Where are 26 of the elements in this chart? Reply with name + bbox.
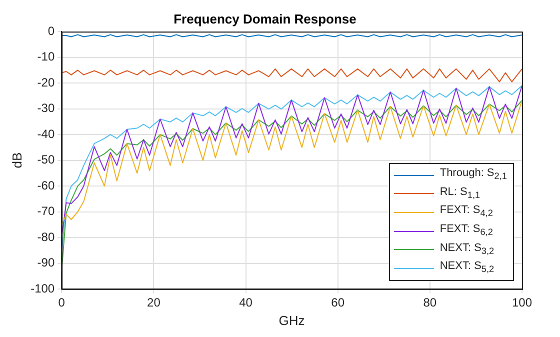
legend-label: FEXT: S$_{4,2}$ <box>440 203 493 220</box>
y-tick-label: -10 <box>37 50 55 64</box>
y-axis-title: dB <box>9 152 24 168</box>
x-tick-label: 80 <box>423 296 437 310</box>
legend-label: FEXT: S$_{6,2}$ <box>440 222 493 240</box>
y-tick-label: -90 <box>37 256 55 270</box>
x-tick-label: 20 <box>147 296 161 310</box>
x-tick-label: 100 <box>512 296 532 310</box>
chart-title: Frequency Domain Response <box>174 11 356 26</box>
y-tick-label: -50 <box>37 152 55 167</box>
y-tick-label: -20 <box>37 75 55 90</box>
legend-label: NEXT: S$_{5,2}$ <box>440 259 494 276</box>
y-tick-label: -30 <box>37 101 55 116</box>
y-tick-label: -100 <box>30 281 55 296</box>
x-axis-title: GHz <box>278 312 305 328</box>
legend-label: RL: S$_{1,1}$ <box>440 184 480 202</box>
x-tick-label: 40 <box>239 296 253 310</box>
y-tick-label: -70 <box>37 204 55 218</box>
y-tick-label: -40 <box>37 126 55 141</box>
legend-label: Through: S$_{2,1}$ <box>440 166 507 184</box>
y-tick-label: -80 <box>37 230 55 244</box>
y-tick-label: 0 <box>48 24 55 38</box>
y-tick-label: -60 <box>37 178 55 192</box>
x-tick-label: 0 <box>58 296 66 310</box>
legend-label: NEXT: S$_{3,2}$ <box>440 240 494 258</box>
x-tick-label: 60 <box>331 296 345 310</box>
